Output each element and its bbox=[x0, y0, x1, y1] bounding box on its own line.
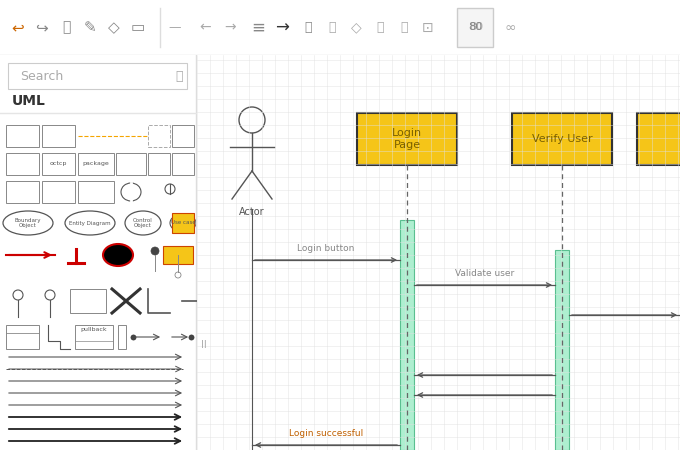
Ellipse shape bbox=[103, 244, 133, 266]
Bar bbox=[6, 181, 39, 203]
Text: ◇: ◇ bbox=[108, 20, 120, 35]
Text: 80: 80 bbox=[469, 22, 483, 32]
Text: package: package bbox=[83, 162, 109, 166]
Text: ◇: ◇ bbox=[351, 21, 361, 35]
Text: ↩: ↩ bbox=[12, 20, 24, 35]
Text: octcp: octcp bbox=[50, 162, 67, 166]
Bar bbox=[555, 250, 569, 450]
Text: ∞: ∞ bbox=[505, 21, 515, 35]
Bar bbox=[6, 153, 39, 175]
Text: Boundary
Object: Boundary Object bbox=[15, 218, 41, 229]
Bar bbox=[42, 125, 75, 147]
Ellipse shape bbox=[13, 290, 23, 300]
Ellipse shape bbox=[165, 184, 175, 194]
Bar bbox=[457, 8, 493, 47]
Text: ↪: ↪ bbox=[35, 20, 48, 35]
Text: ✎: ✎ bbox=[84, 20, 97, 35]
Text: 🗑: 🗑 bbox=[62, 21, 70, 35]
Text: Validate user: Validate user bbox=[455, 269, 514, 278]
Text: 🪣: 🪣 bbox=[328, 21, 336, 34]
Bar bbox=[148, 153, 170, 175]
Bar bbox=[6, 325, 39, 349]
Text: Verify User: Verify User bbox=[532, 134, 592, 144]
Bar bbox=[78, 181, 114, 203]
Text: ←: ← bbox=[199, 21, 211, 35]
Bar bbox=[78, 153, 114, 175]
Bar bbox=[512, 113, 612, 165]
Ellipse shape bbox=[175, 272, 181, 278]
Text: 🔓: 🔓 bbox=[376, 21, 384, 34]
Circle shape bbox=[239, 107, 265, 133]
Text: 🔍: 🔍 bbox=[175, 69, 183, 82]
Text: UML: UML bbox=[12, 94, 46, 108]
Text: Login successful: Login successful bbox=[289, 429, 363, 438]
Text: Control
Object: Control Object bbox=[133, 218, 153, 229]
Bar bbox=[172, 213, 194, 233]
Bar bbox=[116, 153, 146, 175]
Bar bbox=[148, 125, 170, 147]
Ellipse shape bbox=[170, 214, 196, 232]
Text: —: — bbox=[169, 21, 182, 34]
Bar bbox=[400, 220, 414, 450]
Bar bbox=[70, 289, 106, 313]
Text: Entity Diagram: Entity Diagram bbox=[69, 220, 111, 225]
Text: 🔗: 🔗 bbox=[304, 21, 311, 34]
Text: Login button: Login button bbox=[297, 244, 355, 253]
Text: 🔒: 🔒 bbox=[401, 21, 408, 34]
Text: Search: Search bbox=[20, 69, 63, 82]
Bar bbox=[172, 125, 194, 147]
Text: ⊡: ⊡ bbox=[422, 21, 434, 35]
Ellipse shape bbox=[125, 211, 161, 235]
Bar bbox=[42, 153, 75, 175]
Text: 80: 80 bbox=[468, 22, 482, 32]
Bar bbox=[163, 246, 193, 264]
Text: Login
Page: Login Page bbox=[392, 128, 422, 150]
Bar bbox=[637, 113, 680, 165]
Bar bbox=[8, 63, 187, 89]
Text: pullback: pullback bbox=[81, 328, 107, 333]
Ellipse shape bbox=[65, 211, 115, 235]
Ellipse shape bbox=[151, 247, 159, 255]
Bar bbox=[357, 113, 457, 165]
Text: Use case: Use case bbox=[171, 220, 195, 225]
Text: Actor: Actor bbox=[239, 207, 265, 217]
Ellipse shape bbox=[121, 183, 141, 201]
Bar bbox=[42, 181, 75, 203]
Bar bbox=[118, 325, 126, 349]
Ellipse shape bbox=[45, 290, 55, 300]
Ellipse shape bbox=[3, 211, 53, 235]
Text: →: → bbox=[224, 21, 236, 35]
Bar bbox=[6, 125, 39, 147]
Text: →: → bbox=[275, 18, 289, 36]
Text: ▭: ▭ bbox=[131, 20, 146, 35]
Bar bbox=[75, 325, 113, 349]
Text: II: II bbox=[201, 340, 207, 350]
Text: ≡: ≡ bbox=[251, 18, 265, 36]
Bar bbox=[172, 153, 194, 175]
